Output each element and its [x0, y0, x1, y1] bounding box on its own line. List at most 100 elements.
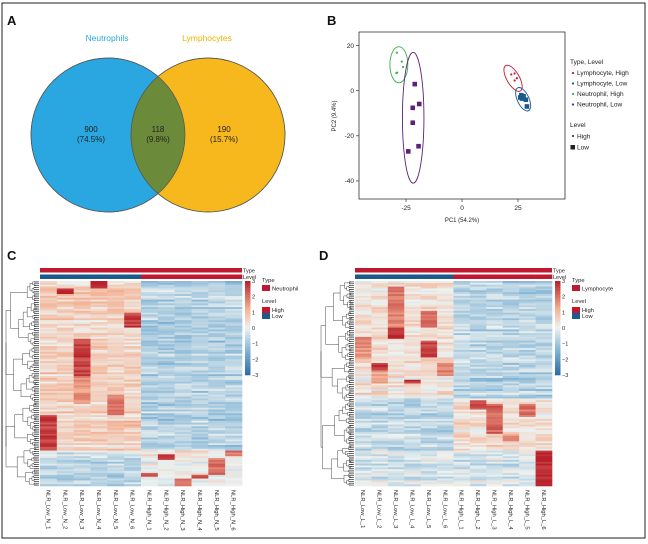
- heatmap-cell: [107, 308, 125, 312]
- heatmap-cell: [371, 480, 389, 483]
- heatmap-cell: [437, 333, 454, 336]
- heatmap-cell: [157, 325, 175, 328]
- heatmap-cell: [355, 342, 372, 345]
- level-annotation-cell: [371, 274, 389, 279]
- heatmap-cell: [502, 308, 520, 312]
- heatmap-cell: [420, 353, 438, 356]
- heatmap-cell: [225, 415, 243, 418]
- heatmap-cell: [174, 372, 192, 375]
- heatmap-cell: [174, 333, 192, 336]
- heatmap-cell: [502, 482, 520, 485]
- heatmap-cell: [420, 329, 438, 332]
- heatmap-cell: [157, 420, 175, 423]
- heatmap-cell: [56, 456, 74, 459]
- heatmap-cell: [486, 316, 504, 319]
- heatmap-cell: [371, 418, 389, 422]
- heatmap-cell: [420, 294, 438, 297]
- heatmap-cell: [56, 482, 74, 485]
- heatmap-cell: [107, 329, 125, 332]
- heatmap-cell: [107, 428, 125, 431]
- heatmap-cell: [437, 377, 454, 381]
- heatmap-cell: [371, 355, 389, 358]
- heatmap-cell: [437, 346, 454, 349]
- heatmap-cell: [56, 325, 74, 328]
- heatmap-cell: [157, 422, 175, 425]
- color-scale-step: [555, 285, 561, 289]
- heatmap-cell: [355, 366, 372, 369]
- heatmap-cell: [420, 415, 438, 418]
- heatmap-cell: [73, 424, 91, 427]
- heatmap-cell: [124, 392, 142, 395]
- heatmap-cell: [453, 420, 471, 423]
- heatmap-cell: [157, 381, 175, 384]
- heatmap-cell: [469, 413, 487, 416]
- heatmap-cell: [420, 454, 438, 457]
- heatmap-cell: [519, 292, 536, 295]
- heatmap-cell: [387, 316, 405, 319]
- heatmap-cell: [469, 323, 487, 327]
- heatmap-cell: [453, 426, 471, 429]
- heatmap-cell: [420, 363, 438, 366]
- heatmap-cell: [174, 320, 192, 323]
- heatmap-cell: [107, 301, 125, 304]
- column-label: NLR_High_L_2: [474, 490, 480, 530]
- heatmap-cell: [437, 472, 454, 476]
- heatmap-cell: [535, 459, 553, 463]
- heatmap-cell: [90, 471, 108, 474]
- heatmap-cell: [453, 482, 471, 485]
- heatmap-cell: [174, 355, 192, 358]
- heatmap-cell: [208, 439, 226, 442]
- legend-marker: [571, 103, 575, 106]
- heatmap-cell: [469, 439, 487, 442]
- heatmap-cell: [40, 446, 58, 450]
- heatmap-cell: [437, 338, 454, 341]
- heatmap-cell: [90, 443, 108, 446]
- heatmap-cell: [208, 336, 226, 340]
- heatmap-cell: [56, 331, 74, 334]
- heatmap-cell: [141, 344, 159, 347]
- heatmap-cell: [40, 454, 58, 457]
- heatmap-cell: [191, 361, 209, 364]
- heatmap-cell: [404, 390, 421, 394]
- heatmap-cell: [174, 390, 192, 394]
- heatmap-cell: [174, 299, 192, 302]
- heatmap-cell: [107, 474, 125, 477]
- heatmap-cell: [107, 469, 125, 472]
- color-scale-step: [245, 306, 251, 310]
- heatmap-cell: [141, 357, 159, 360]
- heatmap-cell: [469, 370, 487, 373]
- heatmap-cell: [40, 316, 58, 319]
- heatmap-cell: [225, 461, 243, 464]
- heatmap-cell: [141, 411, 159, 414]
- heatmap-cell: [371, 359, 389, 362]
- heatmap-cell: [519, 327, 536, 330]
- heatmap-cell: [486, 459, 504, 463]
- heatmap-cell: [40, 478, 58, 481]
- heatmap-cell: [141, 400, 159, 403]
- heatmap-cell: [90, 445, 108, 448]
- heatmap-cell: [90, 355, 108, 358]
- heatmap-cell: [208, 441, 226, 444]
- heatmap-cell: [107, 359, 125, 362]
- heatmap-cell: [191, 426, 209, 429]
- heatmap-cell: [502, 288, 520, 291]
- heatmap-cell: [371, 297, 389, 300]
- heatmap-cell: [469, 456, 487, 459]
- heatmap-cell: [502, 430, 520, 433]
- heatmap-cell: [191, 299, 209, 302]
- heatmap-cell: [208, 431, 226, 435]
- level-annotation-cell: [191, 274, 209, 279]
- heatmap-cell: [420, 461, 438, 464]
- heatmap-cell: [355, 370, 372, 373]
- heatmap-cell: [453, 467, 471, 470]
- heatmap-cell: [73, 297, 91, 300]
- heatmap-cell: [469, 465, 487, 468]
- heatmap-cell: [535, 376, 553, 379]
- heatmap-cell: [191, 370, 209, 373]
- heatmap-cell: [404, 445, 421, 448]
- heatmap-cell: [191, 355, 209, 358]
- heatmap-cell: [486, 379, 504, 382]
- heatmap-cell: [420, 340, 438, 343]
- heatmap-cell: [453, 344, 471, 347]
- heatmap-cell: [141, 383, 159, 386]
